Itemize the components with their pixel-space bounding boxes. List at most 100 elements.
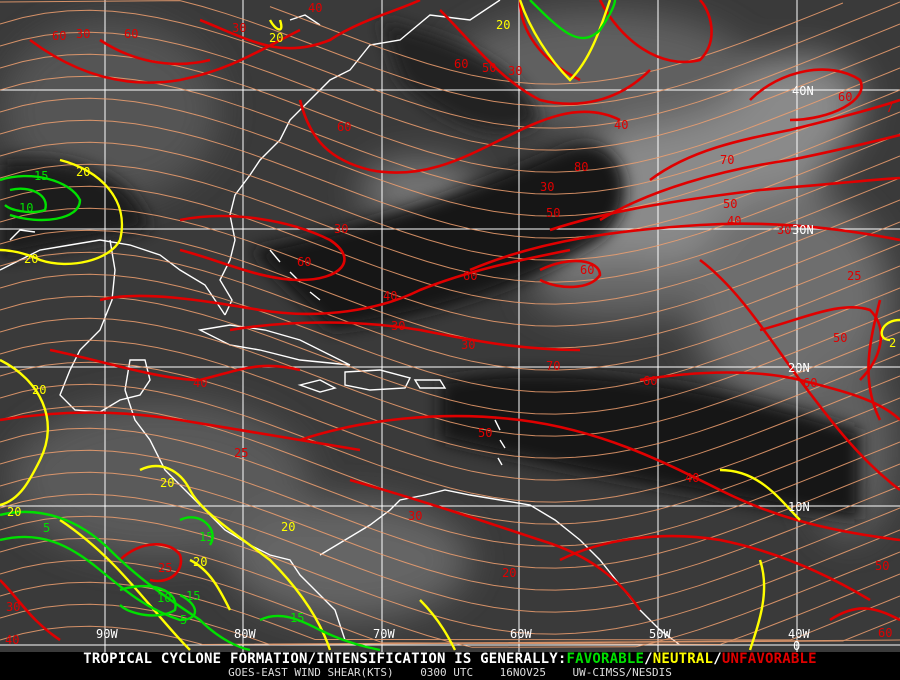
contour-label-green: 5 bbox=[180, 613, 187, 627]
streamline bbox=[0, 581, 900, 641]
lon-label-80w: 80W bbox=[234, 627, 256, 641]
product-time: 0300 UTC bbox=[420, 666, 474, 679]
contour-label-red: 50 bbox=[482, 61, 496, 75]
lat-label-40n: 40N bbox=[792, 84, 814, 98]
lon-label-40w: 40W bbox=[788, 627, 810, 641]
product-credit: UW-CIMSS/NESDIS bbox=[572, 666, 672, 679]
contour-label-red: 50 bbox=[833, 331, 847, 345]
contour-label-red: 40 bbox=[5, 633, 19, 647]
contour-label-red: 50 bbox=[546, 206, 560, 220]
contour-label-green: 10 bbox=[19, 201, 33, 215]
contour-label-green: 10 bbox=[157, 591, 171, 605]
satellite-imagery: 40N 30N 20N 10N 0 90W 80W 70W 60W 50W 40… bbox=[0, 0, 900, 652]
product-info: GOES-EAST WIND SHEAR(KTS) 0300 UTC 16NOV… bbox=[0, 666, 900, 679]
contour-label-red: 60 bbox=[52, 29, 66, 43]
contour-label-yellow: 20 bbox=[160, 476, 174, 490]
legend-unfavorable: UNFAVORABLE bbox=[721, 651, 817, 667]
contour-label-red: 60 bbox=[643, 374, 657, 388]
lon-label-60w: 60W bbox=[510, 627, 532, 641]
streamline bbox=[0, 625, 900, 646]
wind-streamlines bbox=[0, 0, 900, 648]
streamline bbox=[0, 559, 900, 645]
lat-label-20n: 20N bbox=[788, 361, 810, 375]
contour-label-red: 30 bbox=[408, 509, 422, 523]
contour-label-red: 40 bbox=[308, 1, 322, 15]
streamline bbox=[0, 97, 900, 217]
favorability-legend: TROPICAL CYCLONE FORMATION/INTENSIFICATI… bbox=[0, 652, 900, 667]
contour-label-red: 50 bbox=[723, 197, 737, 211]
streamline bbox=[0, 163, 900, 283]
contour-labels: 60 30 60 30 40 60 50 30 60 40 70 60 7 30 80 50 50 40 30 30 6… bbox=[5, 1, 896, 647]
contour-label-yellow: 20 bbox=[281, 520, 295, 534]
contour-label-red: 70 bbox=[720, 153, 734, 167]
contour-label-red: 60 bbox=[878, 626, 892, 640]
contour-label-yellow: 20 bbox=[7, 505, 21, 519]
contour-label-red: 60 bbox=[580, 263, 594, 277]
legend-favorable: FAVORABLE bbox=[566, 651, 645, 667]
contour-label-red: 25 bbox=[847, 269, 861, 283]
neutral-shear-contours bbox=[0, 0, 900, 651]
lat-label-0: 0 bbox=[793, 639, 800, 652]
lon-label-50w: 50W bbox=[649, 627, 671, 641]
contour-label-yellow: 20 bbox=[496, 18, 510, 32]
streamline bbox=[0, 427, 900, 547]
contour-label-red: 30 bbox=[76, 27, 90, 41]
contour-label-yellow: 20 bbox=[32, 383, 46, 397]
contour-label-red: 40 bbox=[727, 214, 741, 228]
contour-label-red: 60 bbox=[297, 255, 311, 269]
contour-label-red: 30 bbox=[508, 64, 522, 78]
streamline bbox=[0, 273, 900, 393]
streamline bbox=[0, 229, 900, 349]
contour-label-red: 20 bbox=[502, 566, 516, 580]
contour-label-green: 15 bbox=[199, 530, 213, 544]
favorable-shear-contours bbox=[0, 0, 617, 652]
streamline bbox=[0, 361, 900, 481]
streamline bbox=[0, 251, 900, 371]
contour-label-red: 60 bbox=[463, 269, 477, 283]
contour-label-yellow: 20 bbox=[24, 252, 38, 266]
streamline bbox=[0, 207, 900, 327]
contour-label-yellow: 20 bbox=[76, 165, 90, 179]
streamline bbox=[0, 317, 900, 437]
lat-label-10n: 10N bbox=[788, 500, 810, 514]
streamline bbox=[269, 2, 844, 85]
lon-label-70w: 70W bbox=[373, 627, 395, 641]
legend-neutral: NEUTRAL bbox=[652, 651, 714, 667]
contour-label-red: 70 bbox=[546, 359, 560, 373]
streamline bbox=[0, 515, 900, 635]
map-footer: TROPICAL CYCLONE FORMATION/INTENSIFICATI… bbox=[0, 652, 900, 680]
lat-label-30n: 30N bbox=[792, 223, 814, 237]
contour-label-red: 60 bbox=[803, 376, 817, 390]
streamline bbox=[0, 537, 900, 648]
unfavorable-shear-contours bbox=[0, 0, 900, 642]
contour-label-red: 25 bbox=[234, 446, 248, 460]
contour-label-red: 60 bbox=[838, 90, 852, 104]
streamline bbox=[0, 0, 900, 107]
product-date: 16NOV25 bbox=[499, 666, 547, 679]
contour-label-red: 40 bbox=[685, 471, 699, 485]
contour-label-red: 30 bbox=[461, 338, 475, 352]
legend-prefix: TROPICAL CYCLONE FORMATION/INTENSIFICATI… bbox=[83, 651, 567, 667]
contour-label-red: 30 bbox=[6, 600, 20, 614]
contour-label-red: 30 bbox=[232, 21, 246, 35]
lat-lon-grid bbox=[0, 0, 900, 652]
contour-label-red: 60 bbox=[124, 27, 138, 41]
streamline bbox=[0, 31, 900, 151]
streamline bbox=[0, 383, 900, 503]
contour-label-red: 50 bbox=[478, 426, 492, 440]
contour-label-red: 60 bbox=[337, 120, 351, 134]
contour-label-yellow: 2 bbox=[889, 336, 896, 350]
streamline bbox=[0, 185, 900, 305]
contour-label-red: 7 bbox=[886, 101, 893, 115]
contour-label-red: 40 bbox=[193, 376, 207, 390]
contour-label-red: 60 bbox=[454, 57, 468, 71]
contour-label-green: 15 bbox=[34, 169, 48, 183]
contour-label-yellow: 20 bbox=[193, 555, 207, 569]
streamline bbox=[0, 9, 900, 129]
contour-label-red: 40 bbox=[383, 289, 397, 303]
streamline bbox=[0, 471, 900, 591]
contour-label-green: 15 bbox=[186, 589, 200, 603]
contour-label-red: 40 bbox=[614, 118, 628, 132]
legend-separator: / bbox=[713, 651, 722, 667]
